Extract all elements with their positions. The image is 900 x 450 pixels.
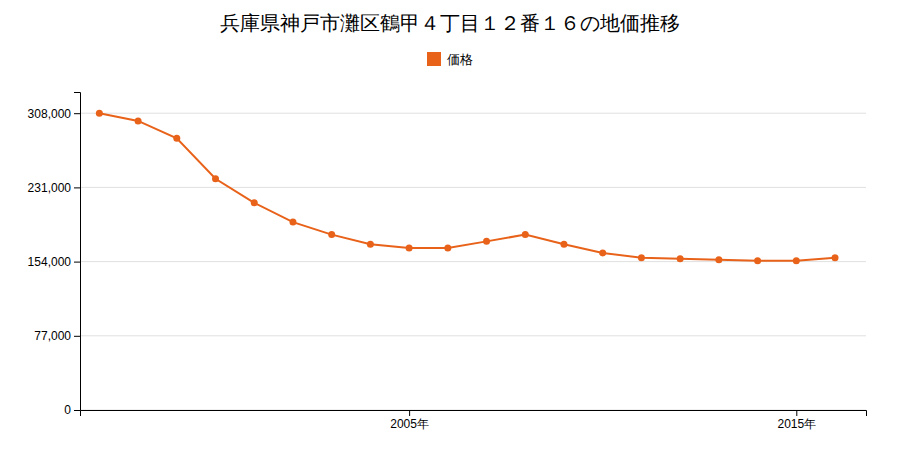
x-tick-mark	[796, 410, 797, 416]
points	[96, 110, 839, 264]
y-axis-line	[74, 93, 81, 411]
point	[96, 110, 103, 117]
x-tick-mark	[409, 410, 410, 416]
y-tick-label: 231,000	[28, 181, 72, 195]
plot: 0 77,000 154,000 231,000 308,000 2005年 2015年	[28, 93, 867, 431]
y-tick-mark	[74, 187, 80, 188]
y-tick-label: 0	[64, 403, 71, 417]
x-tick: 2015年	[777, 410, 816, 431]
point	[677, 255, 684, 262]
point	[483, 238, 490, 245]
point	[135, 117, 142, 124]
point	[832, 254, 839, 261]
point	[715, 256, 722, 263]
y-tick-mark	[74, 410, 80, 411]
y-tick-mark	[74, 262, 80, 263]
legend: 価格	[427, 52, 473, 67]
y-tick: 308,000	[28, 107, 80, 121]
point	[793, 257, 800, 264]
point	[406, 245, 413, 252]
legend-label: 価格	[447, 52, 473, 67]
x-tick: 2005年	[390, 410, 429, 431]
grid	[80, 113, 866, 410]
line	[99, 113, 835, 260]
point	[560, 241, 567, 248]
point	[173, 135, 180, 142]
grid-line	[80, 335, 866, 336]
point	[638, 254, 645, 261]
y-tick-label: 77,000	[34, 329, 71, 343]
grid-line	[80, 113, 866, 114]
x-tick-label: 2015年	[777, 417, 816, 431]
legend-swatch	[427, 52, 441, 66]
point	[367, 241, 374, 248]
point	[599, 249, 606, 256]
point	[251, 199, 258, 206]
x-axis: 2005年 2015年	[81, 410, 867, 431]
point	[289, 219, 296, 226]
point	[754, 257, 761, 264]
point	[444, 245, 451, 252]
point	[328, 231, 335, 238]
y-tick: 0	[64, 403, 80, 417]
y-tick: 231,000	[28, 181, 80, 195]
title: 兵庫県神戸市灘区鶴甲４丁目１２番１６の地価推移	[220, 11, 680, 35]
x-axis-line	[81, 411, 867, 417]
point	[212, 175, 219, 182]
legend-item: 価格	[427, 52, 473, 67]
y-tick: 154,000	[28, 255, 80, 269]
chart: 兵庫県神戸市灘区鶴甲４丁目１２番１６の地価推移 0 77,000 154,000 231…	[0, 0, 900, 450]
y-tick: 77,000	[34, 329, 80, 343]
point	[522, 231, 529, 238]
marks	[96, 110, 839, 264]
y-axis: 0 77,000 154,000 231,000 308,000	[28, 93, 81, 418]
y-tick-label: 308,000	[28, 107, 72, 121]
y-tick-mark	[74, 113, 80, 114]
y-tick-label: 154,000	[28, 255, 72, 269]
y-tick-mark	[74, 336, 80, 337]
x-tick-label: 2005年	[390, 417, 429, 431]
grid-line	[80, 187, 866, 188]
